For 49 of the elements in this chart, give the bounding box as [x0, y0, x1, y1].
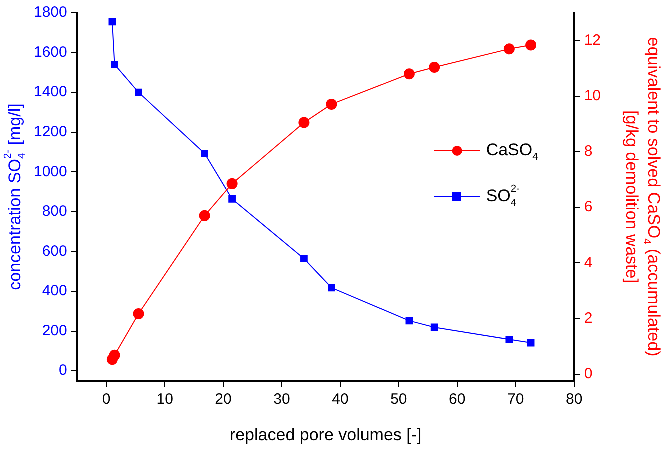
point — [226, 178, 238, 190]
point — [108, 18, 116, 26]
point — [526, 40, 537, 51]
y-tick-label: 200 — [42, 322, 68, 340]
point — [111, 61, 118, 68]
y-tick-label: 1200 — [34, 123, 68, 140]
x-tick-label: 0 — [102, 391, 111, 408]
y2-tick-label: 12 — [584, 32, 602, 49]
point — [298, 117, 310, 128]
point — [328, 284, 336, 292]
point — [404, 68, 415, 80]
point — [406, 317, 414, 325]
point — [201, 150, 209, 158]
point — [527, 339, 535, 347]
point — [300, 255, 308, 263]
y-tick-label: 1000 — [34, 163, 68, 180]
point — [429, 62, 440, 73]
x-tick-label: 60 — [449, 391, 466, 408]
x-tick-label: 80 — [566, 391, 583, 408]
y-tick-label: 1600 — [34, 44, 68, 61]
point — [504, 44, 515, 55]
point — [109, 350, 120, 361]
y2-tick-label: 0 — [584, 365, 593, 382]
y-tick-label: 0 — [59, 362, 68, 380]
point — [133, 308, 144, 320]
y-axis-title: concentration SO42- [mg/l] — [3, 104, 28, 290]
x-tick-label: 30 — [274, 391, 290, 408]
y2-tick-label: 6 — [584, 198, 593, 216]
y-tick-label: 600 — [42, 242, 68, 260]
point — [326, 98, 338, 110]
x-tick-label: 40 — [332, 391, 349, 408]
x-tick-label: 70 — [508, 391, 524, 408]
point — [135, 88, 142, 96]
y-tick-label: 1800 — [34, 4, 68, 22]
point — [228, 196, 236, 203]
y-tick-label: 400 — [42, 282, 68, 300]
point — [506, 336, 514, 344]
x-tick-label: 10 — [156, 391, 174, 408]
y2-tick-label: 8 — [584, 143, 593, 160]
y-tick-label: 800 — [42, 203, 68, 220]
y2-tick-label: 10 — [584, 88, 602, 105]
point — [199, 210, 210, 222]
y2-tick-label: 2 — [584, 310, 593, 327]
x-tick-label: 50 — [390, 391, 408, 408]
point — [430, 324, 438, 332]
y-tick-label: 1400 — [34, 84, 68, 101]
x-axis-title: replaced pore volumes [-] — [230, 426, 422, 445]
y2-tick-label: 4 — [584, 254, 593, 272]
x-tick-label: 20 — [215, 391, 232, 408]
